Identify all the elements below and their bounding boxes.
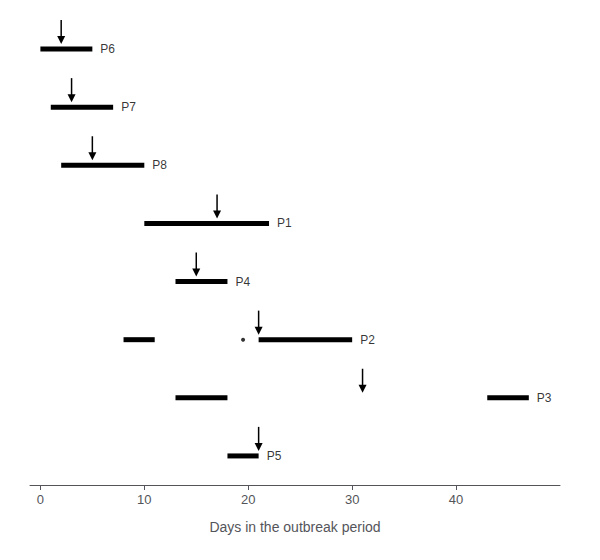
- svg-text:P3: P3: [537, 391, 552, 405]
- svg-text:0: 0: [37, 492, 44, 507]
- svg-text:30: 30: [345, 492, 359, 507]
- svg-text:10: 10: [137, 492, 151, 507]
- svg-text:P6: P6: [100, 42, 115, 56]
- svg-text:40: 40: [449, 492, 463, 507]
- svg-text:P7: P7: [121, 100, 136, 114]
- svg-text:P8: P8: [152, 158, 167, 172]
- svg-text:P4: P4: [235, 275, 250, 289]
- svg-text:P2: P2: [360, 333, 375, 347]
- svg-text:P1: P1: [277, 216, 292, 230]
- svg-text:P5: P5: [267, 449, 282, 463]
- svg-text:20: 20: [241, 492, 255, 507]
- svg-text:Days in the outbreak period: Days in the outbreak period: [209, 519, 380, 535]
